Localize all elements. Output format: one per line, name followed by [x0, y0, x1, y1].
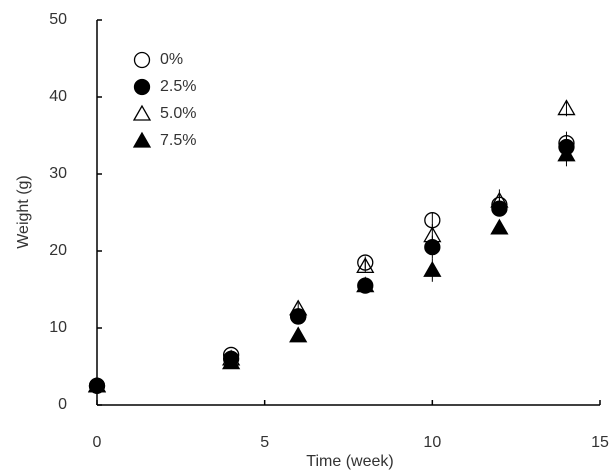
x-tick-label: 15: [591, 434, 609, 451]
legend-label: 7.5%: [160, 132, 196, 149]
y-axis-title: Weight (g): [15, 175, 32, 249]
marker: [134, 106, 150, 120]
marker: [134, 133, 150, 147]
marker: [135, 80, 150, 95]
marker: [290, 328, 306, 342]
y-tick-label: 50: [49, 11, 67, 28]
x-tick-label: 0: [93, 434, 102, 451]
x-tick-label: 10: [423, 434, 441, 451]
y-tick-label: 20: [49, 242, 67, 259]
y-tick-label: 0: [58, 396, 67, 413]
y-tick-label: 40: [49, 88, 67, 105]
legend-label: 2.5%: [160, 78, 196, 95]
x-axis-title: Time (week): [306, 453, 393, 470]
y-tick-label: 30: [49, 165, 67, 182]
legend-label: 5.0%: [160, 105, 196, 122]
x-tick-label: 5: [260, 434, 269, 451]
marker: [424, 262, 440, 276]
chart: Time (week) Weight (g) 0 10 20 30 40 50 0 5 10 15…: [0, 0, 612, 472]
y-tick-label: 10: [49, 319, 67, 336]
marker: [491, 220, 507, 234]
marker: [135, 53, 150, 68]
legend-label: 0%: [160, 51, 183, 68]
